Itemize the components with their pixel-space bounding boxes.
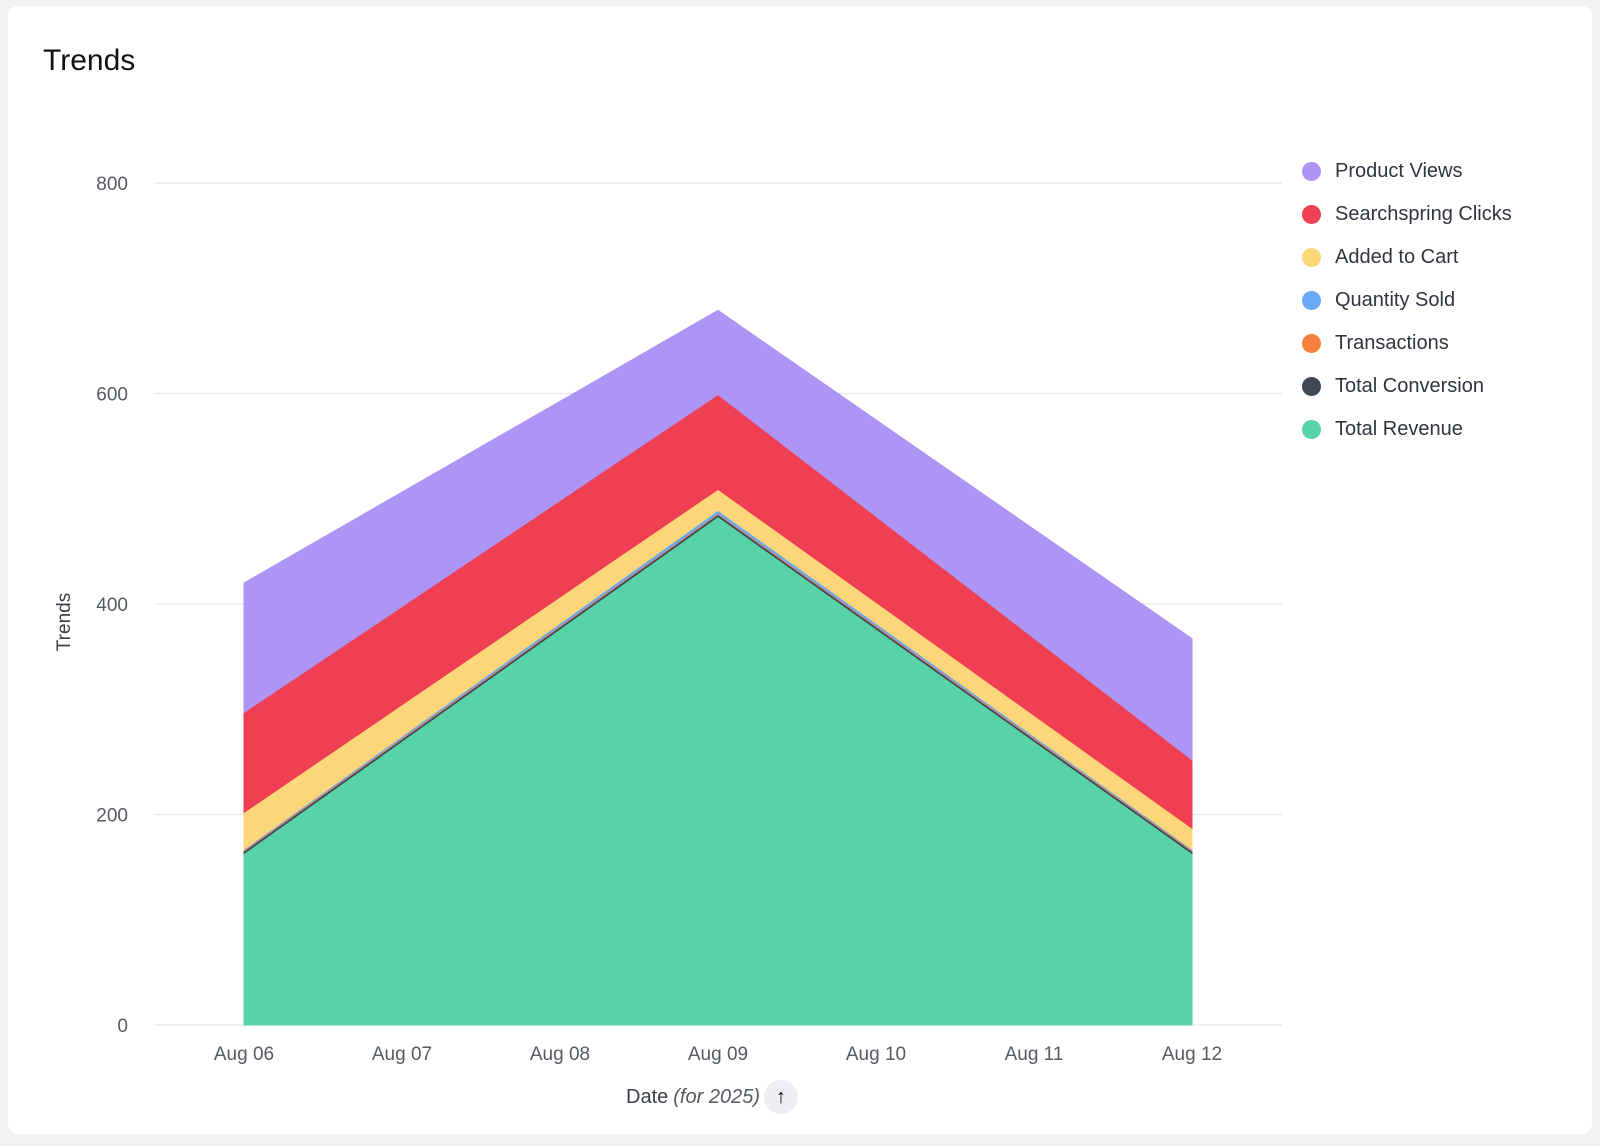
x-tick-label: Aug 06 (214, 1044, 274, 1065)
legend-swatch (1302, 334, 1321, 353)
chart-legend: Product Views Searchspring Clicks Added to… (1302, 150, 1512, 451)
legend-label: Total Conversion (1335, 375, 1484, 397)
y-axis-ticks: 0 200 400 600 800 (96, 174, 128, 1037)
legend-label: Added to Cart (1335, 246, 1459, 268)
x-tick-label: Aug 08 (530, 1044, 590, 1065)
legend-item-searchspring-clicks[interactable]: Searchspring Clicks (1302, 193, 1512, 236)
arrow-up-icon[interactable]: ↑ (763, 1080, 798, 1114)
area-product-views[interactable] (243, 309, 1193, 761)
y-tick-label: 400 (96, 595, 128, 616)
x-axis-title: Date (for 2025) ↑ (0, 1080, 1424, 1114)
legend-swatch (1302, 420, 1321, 439)
y-tick-label: 800 (96, 174, 128, 195)
x-tick-label: Aug 11 (1005, 1044, 1064, 1065)
legend-label: Transactions (1335, 332, 1449, 354)
x-tick-label: Aug 09 (688, 1044, 748, 1065)
legend-item-transactions[interactable]: Transactions (1302, 322, 1512, 365)
legend-item-total-revenue[interactable]: Total Revenue (1302, 408, 1512, 451)
x-tick-label: Aug 10 (846, 1044, 906, 1065)
legend-swatch (1302, 248, 1321, 267)
x-tick-label: Aug 07 (372, 1044, 432, 1065)
legend-item-quantity-sold[interactable]: Quantity Sold (1302, 279, 1512, 322)
legend-item-total-conversion[interactable]: Total Conversion (1302, 365, 1512, 408)
y-axis-title: Trends (54, 593, 75, 651)
legend-swatch (1302, 377, 1321, 396)
legend-label: Quantity Sold (1335, 289, 1456, 311)
x-axis-title-label: Date (626, 1085, 669, 1108)
card-title: Trends (43, 44, 136, 77)
y-tick-label: 0 (117, 1016, 128, 1037)
legend-item-added-to-cart[interactable]: Added to Cart (1302, 236, 1512, 279)
legend-label: Product Views (1335, 160, 1463, 182)
legend-swatch (1302, 162, 1321, 181)
legend-label: Searchspring Clicks (1335, 203, 1512, 225)
x-axis-ticks: Aug 06 Aug 07 Aug 08 Aug 09 Aug 10 Aug 11 Aug … (214, 1044, 1222, 1065)
legend-label: Total Revenue (1335, 418, 1463, 440)
legend-item-product-views[interactable]: Product Views (1302, 150, 1512, 193)
y-tick-label: 200 (96, 806, 128, 827)
x-tick-label: Aug 12 (1162, 1044, 1222, 1065)
x-axis-title-note: (for 2025) (673, 1085, 760, 1108)
legend-swatch (1302, 291, 1321, 310)
legend-swatch (1302, 205, 1321, 224)
y-tick-label: 600 (96, 385, 128, 406)
area-series (243, 309, 1193, 1026)
